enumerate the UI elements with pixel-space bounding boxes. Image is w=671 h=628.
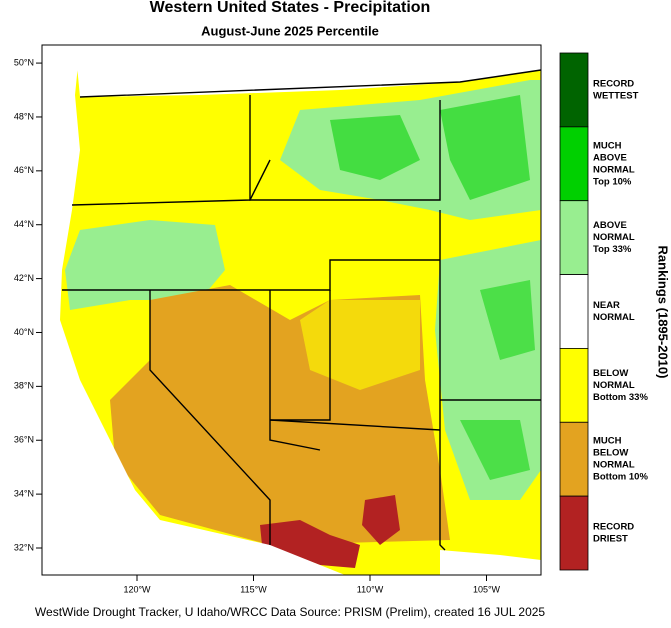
legend-label: ABOVE (593, 220, 627, 231)
map-frame (41, 44, 542, 576)
lat-label: 32°N (14, 542, 34, 552)
legend-label: NORMAL (593, 232, 635, 243)
lat-label: 46°N (14, 165, 34, 175)
legend-label: BELOW (593, 448, 628, 459)
state-borders (62, 69, 542, 551)
subtitle: August-June 2025 Percentile (201, 23, 379, 38)
lat-label: 40°N (14, 327, 34, 337)
ocean (42, 45, 165, 575)
legend-swatch (559, 421, 589, 497)
legend-label: Top 33% (593, 244, 632, 255)
legend-label: RECORD (593, 522, 634, 533)
region-green (330, 95, 530, 200)
legend-label: Bottom 33% (593, 392, 648, 403)
legend-label: BELOW (593, 368, 628, 379)
legend-label: ABOVE (593, 152, 627, 163)
legend-label: MUCH (593, 436, 622, 447)
lon-label: 105°W (473, 584, 501, 594)
legend-label: RECORD (593, 78, 634, 89)
legend-title: Rankings (1895-2010) (656, 246, 671, 379)
lon-label: 120°W (123, 584, 151, 594)
legend-label: DRIEST (593, 534, 628, 545)
legend-label: NORMAL (593, 380, 635, 391)
title: Western United States - Precipitation (150, 0, 431, 16)
lat-label: 50°N (14, 57, 34, 67)
lat-label: 48°N (14, 111, 34, 121)
legend-label: MUCH (593, 140, 622, 151)
region-green (460, 280, 535, 480)
legend-swatch (559, 200, 589, 275)
legend-label: NEAR (593, 300, 620, 311)
legend-swatch (559, 52, 589, 128)
region-red (260, 495, 400, 568)
region-green (65, 220, 225, 310)
map-area (41, 44, 542, 576)
legend-swatch (559, 348, 589, 423)
lat-label: 44°N (14, 219, 34, 229)
legend-swatch (559, 126, 589, 202)
lat-label: 42°N (14, 273, 34, 283)
legend-label: Bottom 10% (593, 472, 648, 483)
lon-label: 110°W (357, 584, 384, 594)
lat-label: 34°N (14, 488, 34, 498)
legend-label: Top 10% (593, 176, 632, 187)
mexico (160, 520, 541, 575)
lon-label: 115°W (240, 584, 267, 594)
lat-label: 38°N (14, 381, 34, 391)
footer-credit: WestWide Drought Tracker, U Idaho/WRCC D… (35, 605, 546, 619)
legend-label: NORMAL (593, 460, 635, 471)
legend-swatch (559, 495, 589, 571)
legend-swatch (559, 274, 589, 349)
legend-label: NORMAL (593, 312, 635, 323)
lat-label: 36°N (14, 435, 34, 445)
legend-label: WETTEST (593, 90, 639, 101)
legend-label: NORMAL (593, 164, 635, 175)
